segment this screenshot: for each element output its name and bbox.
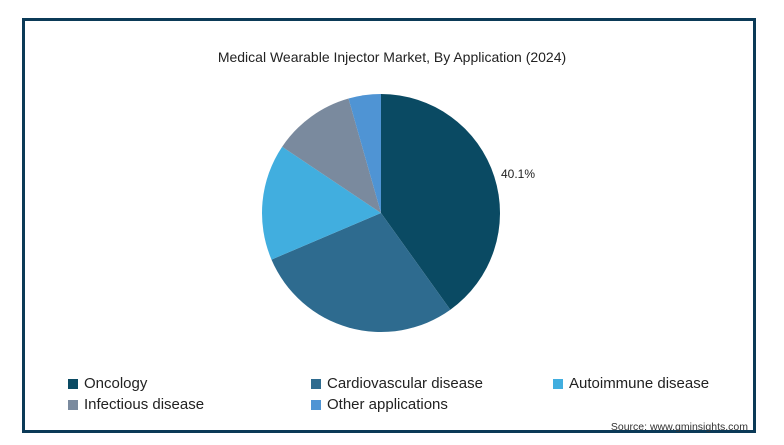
legend-label: Cardiovascular disease xyxy=(327,375,483,392)
legend-label: Infectious disease xyxy=(84,396,205,413)
chart-title: Medical Wearable Injector Market, By App… xyxy=(217,49,567,65)
legend-item-autoimmune: Autoimmune disease xyxy=(553,375,709,392)
legend-item-infectious: Infectious disease xyxy=(68,396,204,413)
legend-label: Autoimmune disease xyxy=(569,375,710,392)
pie-slice-other-applications xyxy=(348,94,381,213)
legend-swatch xyxy=(311,399,321,410)
pie-slice-infectious-disease xyxy=(282,98,381,213)
source-note: Source: www.gminsights.com xyxy=(610,421,748,433)
legend-item-oncology: Oncology xyxy=(68,375,147,392)
legend-label: Other applications xyxy=(327,396,448,413)
pie-slice-oncology xyxy=(381,94,500,310)
legend-swatch xyxy=(553,378,563,389)
legend-swatch xyxy=(68,378,78,389)
legend-swatch xyxy=(311,378,321,389)
legend-item-other: Other applications xyxy=(311,396,448,413)
legend-label: Oncology xyxy=(84,375,148,392)
legend-swatch xyxy=(68,399,78,410)
pie-slice-cardiovascular-disease xyxy=(271,213,451,332)
slice-data-label: 40.1% xyxy=(501,167,535,181)
pie-slice-autoimmune-disease xyxy=(261,146,381,260)
legend-item-cardiovascular: Cardiovascular disease xyxy=(311,375,483,392)
